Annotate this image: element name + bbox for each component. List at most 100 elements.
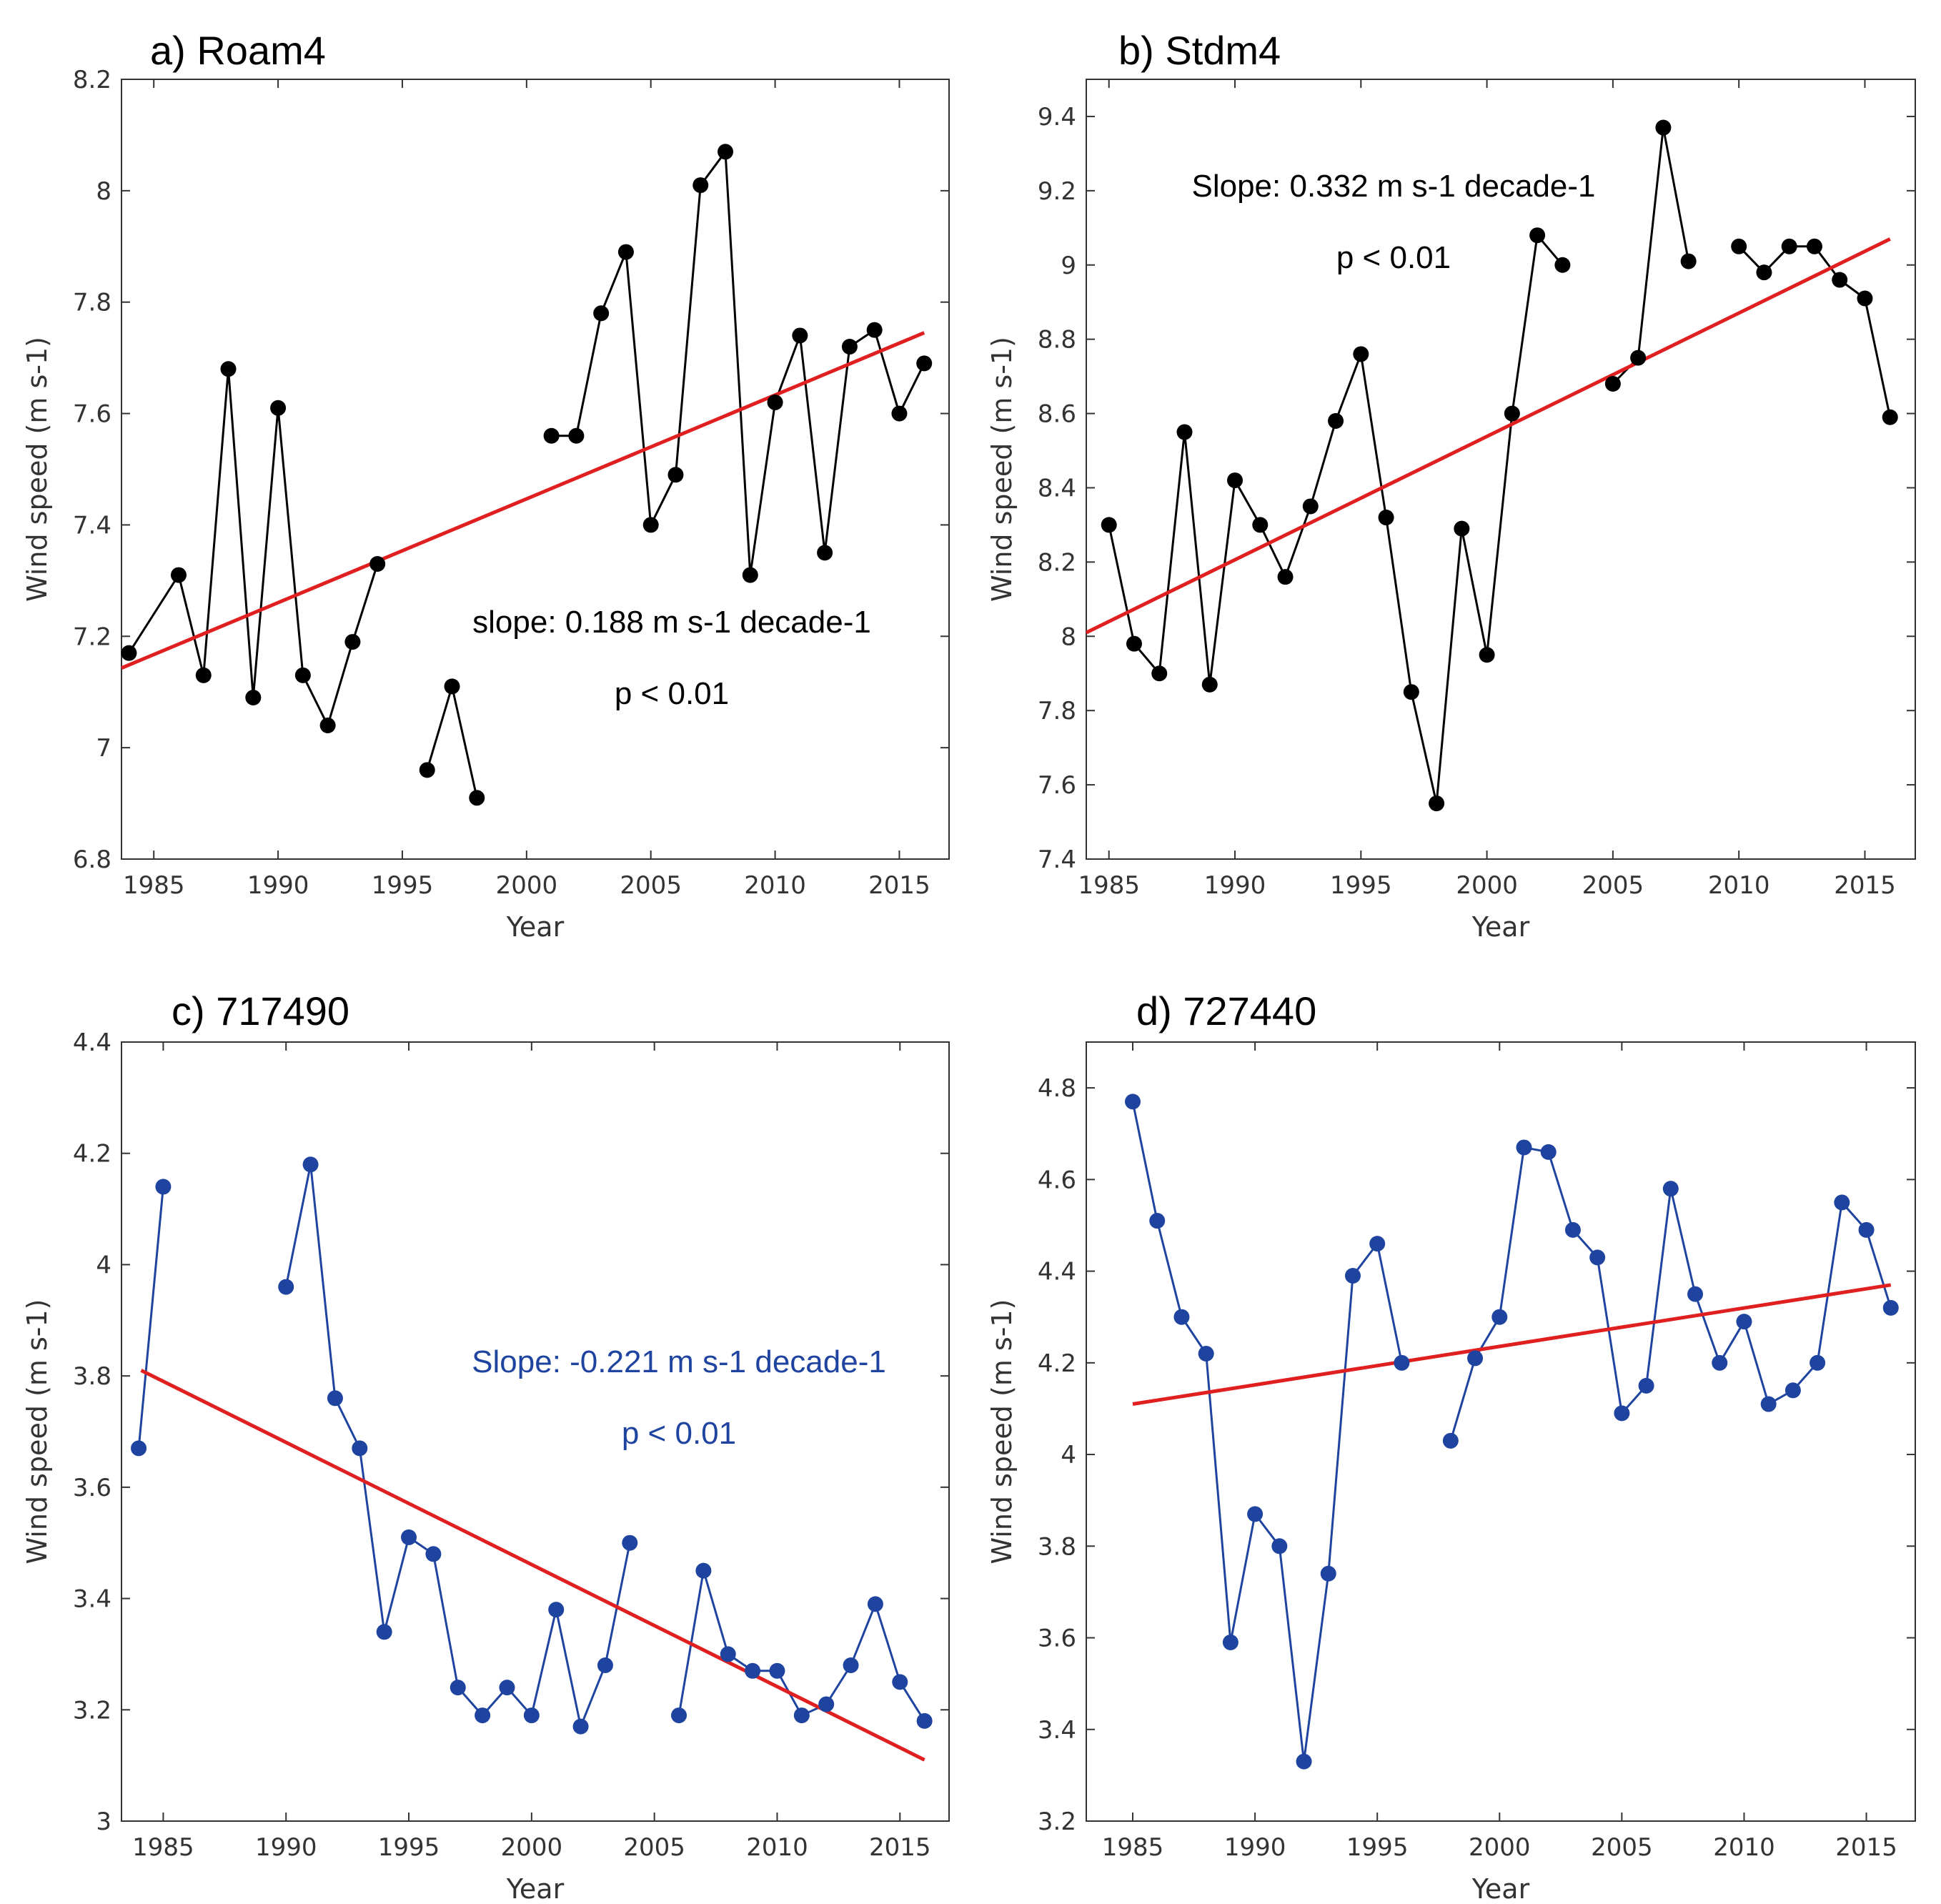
data-point xyxy=(1680,253,1697,269)
data-point xyxy=(1176,424,1193,440)
x-tick-label: 2015 xyxy=(869,1833,931,1862)
data-point xyxy=(720,1646,736,1662)
data-point xyxy=(1429,795,1445,812)
series-line xyxy=(128,369,379,729)
data-point xyxy=(376,1624,392,1640)
data-point xyxy=(245,690,262,706)
data-point xyxy=(1101,517,1117,533)
x-tick-label: 1985 xyxy=(1102,1833,1164,1862)
data-point xyxy=(866,322,883,338)
series-line xyxy=(1108,232,1564,804)
data-point xyxy=(1687,1286,1704,1302)
x-tick-label: 1985 xyxy=(1078,871,1140,900)
x-tick-label: 2000 xyxy=(1469,1833,1531,1862)
data-point xyxy=(1589,1249,1606,1266)
data-point xyxy=(1604,376,1621,392)
y-tick-label: 3.6 xyxy=(73,1474,111,1502)
data-point xyxy=(1403,684,1419,700)
data-point xyxy=(450,1680,466,1696)
data-point xyxy=(1504,405,1520,422)
data-point xyxy=(867,1596,883,1612)
x-tick-label: 1985 xyxy=(123,871,185,900)
x-axis-label: Year xyxy=(1471,911,1530,943)
data-point xyxy=(718,144,734,160)
data-point xyxy=(425,1546,442,1562)
data-point xyxy=(1369,1236,1386,1252)
data-point xyxy=(1731,238,1747,254)
data-point xyxy=(1529,227,1546,244)
data-point xyxy=(1149,1213,1166,1229)
data-point xyxy=(1662,1181,1679,1197)
plot-frame xyxy=(1086,1041,1916,1822)
data-point xyxy=(270,400,287,416)
series-line xyxy=(426,682,478,798)
y-tick-label: 7.4 xyxy=(73,511,111,540)
y-axis-label: Wind speed (m s-1) xyxy=(986,337,1018,602)
slope-annotation: Slope: 0.332 m s-1 decade-1 xyxy=(1191,169,1595,204)
y-axis-label: Wind speed (m s-1) xyxy=(986,1299,1018,1565)
panel-title: b) Stdm4 xyxy=(1118,28,1281,73)
x-tick-label: 1985 xyxy=(132,1833,194,1862)
slope-annotation: Slope: -0.221 m s-1 decade-1 xyxy=(472,1344,886,1379)
series-line xyxy=(1612,127,1690,385)
x-tick-label: 1990 xyxy=(1224,1833,1286,1862)
data-point xyxy=(745,1662,761,1679)
data-point xyxy=(1564,1221,1581,1238)
data-point xyxy=(1252,517,1269,533)
panel-d: 3.2 3.4 3.6 3.8 4 4.2 4.4 4.6 4.8 1985 1990 1995 200… xyxy=(986,988,1916,1904)
x-tick-label: 2010 xyxy=(1708,871,1770,900)
data-point xyxy=(1394,1354,1410,1371)
data-point xyxy=(344,634,361,650)
p-value-annotation: p < 0.01 xyxy=(622,1416,736,1451)
data-point xyxy=(419,762,435,778)
data-point xyxy=(170,567,187,583)
data-point xyxy=(1151,665,1168,682)
data-point xyxy=(1832,272,1848,288)
data-point xyxy=(1201,676,1218,693)
data-point xyxy=(767,394,783,410)
y-tick-label: 6.8 xyxy=(73,846,111,874)
data-point xyxy=(1479,647,1495,663)
data-point xyxy=(1491,1309,1508,1325)
y-tick-label: 7.8 xyxy=(1038,697,1076,725)
trend-line xyxy=(1132,1283,1892,1406)
data-point xyxy=(667,467,684,483)
data-point xyxy=(523,1707,540,1724)
slope-annotation: slope: 0.188 m s-1 decade-1 xyxy=(472,605,871,640)
series-line xyxy=(284,1164,631,1730)
data-point xyxy=(1630,349,1647,366)
x-tick-label: 2005 xyxy=(1582,871,1644,900)
data-point xyxy=(294,667,311,683)
data-point xyxy=(327,1390,343,1407)
data-point xyxy=(1834,1194,1850,1211)
panel-c: 3 3.2 3.4 3.6 3.8 4 4.2 4.4 1985 1990 1995 2000 2005… xyxy=(21,988,950,1904)
x-tick-label: 2005 xyxy=(1591,1833,1653,1862)
data-point xyxy=(891,405,908,422)
data-point xyxy=(1222,1634,1238,1650)
data-point xyxy=(121,645,137,661)
y-tick-label: 8.6 xyxy=(1038,400,1076,429)
y-tick-label: 3.4 xyxy=(73,1585,111,1614)
data-point xyxy=(278,1279,294,1295)
y-tick-label: 8 xyxy=(1061,623,1076,651)
p-value-annotation: p < 0.01 xyxy=(615,676,729,711)
plot-frame xyxy=(121,79,950,860)
data-point xyxy=(671,1707,687,1724)
y-tick-label: 8 xyxy=(96,177,111,206)
x-tick-label: 1990 xyxy=(1204,871,1266,900)
data-point xyxy=(1516,1139,1532,1156)
data-point xyxy=(1882,1299,1899,1316)
data-point xyxy=(818,1696,835,1712)
data-point xyxy=(892,1674,908,1690)
data-point xyxy=(369,555,386,572)
y-tick-label: 3.2 xyxy=(1038,1808,1076,1836)
trend-line xyxy=(140,1369,925,1762)
data-point xyxy=(1655,119,1672,136)
data-point xyxy=(1378,510,1394,526)
x-tick-label: 2000 xyxy=(496,871,558,900)
x-tick-label: 2015 xyxy=(1835,1833,1897,1862)
data-point xyxy=(1554,257,1571,273)
y-tick-label: 8.2 xyxy=(1038,548,1076,577)
trend-line xyxy=(121,331,925,670)
data-point xyxy=(1320,1565,1336,1582)
